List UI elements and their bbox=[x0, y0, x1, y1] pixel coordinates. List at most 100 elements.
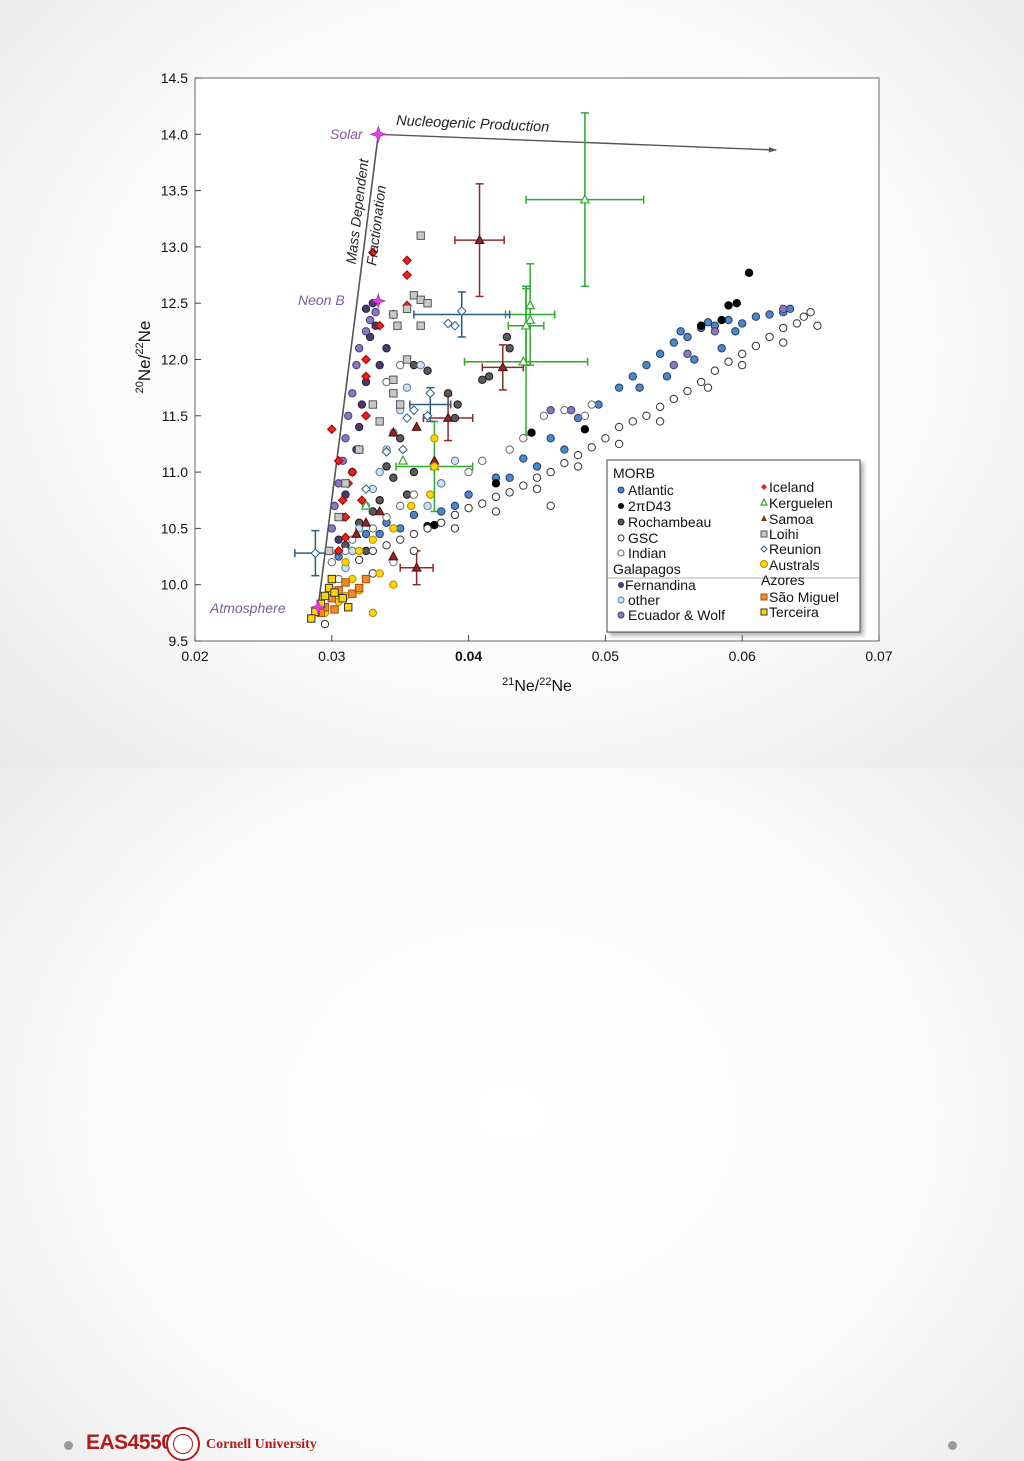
point-s-o-miguel bbox=[348, 589, 357, 598]
point-atlantic bbox=[731, 327, 740, 336]
y-tick-label: 13.0 bbox=[161, 239, 188, 255]
point-iceland bbox=[340, 532, 351, 543]
point-fernandina bbox=[365, 332, 375, 342]
legend-group-morb: MORB bbox=[613, 465, 655, 481]
point-atlantic bbox=[560, 445, 569, 454]
point-ecuador-wolf bbox=[334, 479, 343, 488]
legend-rochambeau-marker bbox=[617, 518, 625, 526]
point-gsc bbox=[587, 443, 596, 452]
point-kerguelen bbox=[520, 319, 532, 330]
point-other bbox=[402, 383, 412, 392]
footer-left-bullet bbox=[64, 1441, 73, 1450]
point-gsc bbox=[491, 507, 501, 516]
point-rochambeau bbox=[402, 490, 412, 499]
point-ecuador-wolf bbox=[365, 315, 375, 325]
point-gsc bbox=[806, 308, 815, 317]
point-indian bbox=[505, 445, 514, 454]
course-code: EAS4550 bbox=[86, 1431, 173, 1454]
point-loihi bbox=[416, 231, 425, 240]
university-name: Cornell University bbox=[206, 1437, 317, 1452]
point-atlantic bbox=[765, 310, 774, 319]
legend-fernandina-marker bbox=[618, 582, 624, 588]
legend-indian: Indian bbox=[628, 545, 666, 561]
point-gsc bbox=[464, 503, 473, 513]
point-iceland bbox=[333, 455, 344, 466]
ne-isotope-chart: 0.02 0.03 0.04 0.05 0.06 0.07 9.5 10.0 10.5 11.0 1… bbox=[134, 70, 893, 695]
point-australs bbox=[389, 524, 398, 533]
point-2-d43 bbox=[430, 520, 439, 530]
point-gsc bbox=[792, 319, 802, 328]
point-gsc bbox=[813, 321, 822, 330]
legend-reunion-marker bbox=[760, 545, 768, 553]
nucleogenic-arrowhead bbox=[768, 147, 777, 153]
point-ecuador-wolf bbox=[669, 360, 678, 370]
point-australs bbox=[430, 434, 439, 443]
point-gsc bbox=[573, 462, 583, 471]
point-terceira bbox=[330, 588, 339, 597]
point-atlantic bbox=[785, 304, 795, 314]
legend-samoa-marker bbox=[761, 515, 767, 521]
y-tick-label: 11.5 bbox=[162, 408, 188, 424]
point-2-d43 bbox=[744, 268, 754, 277]
point-indian bbox=[409, 490, 419, 499]
point-rochambeau bbox=[409, 360, 419, 370]
point-s-o-miguel bbox=[361, 574, 371, 584]
x-tick-label: 0.02 bbox=[181, 648, 208, 664]
y-axis-tail: Ne bbox=[135, 321, 154, 343]
point-loihi bbox=[416, 295, 425, 305]
point-gsc bbox=[751, 341, 761, 351]
point-australs bbox=[406, 501, 416, 511]
point-rochambeau bbox=[505, 344, 514, 353]
point-atlantic bbox=[614, 383, 624, 392]
point-indian bbox=[519, 434, 528, 443]
point-iceland bbox=[361, 410, 371, 421]
point-iceland bbox=[333, 546, 344, 556]
point-terceira bbox=[338, 594, 347, 603]
point-s-o-miguel bbox=[354, 583, 364, 593]
y-tick-label: 12.5 bbox=[161, 295, 188, 311]
point-rochambeau bbox=[484, 372, 494, 381]
legend-other-marker bbox=[617, 596, 625, 604]
point-terceira bbox=[307, 614, 316, 623]
point-atlantic bbox=[669, 338, 678, 347]
point-fernandina bbox=[354, 422, 364, 432]
point-rochambeau bbox=[502, 332, 512, 342]
cornell-seal-icon bbox=[166, 1427, 200, 1461]
point-gsc bbox=[601, 434, 610, 443]
legend-samoa: Samoa bbox=[769, 511, 814, 527]
point-gsc bbox=[779, 338, 788, 347]
point-other bbox=[348, 546, 357, 556]
point-atlantic bbox=[655, 349, 665, 359]
point-gsc bbox=[423, 524, 432, 533]
point-samoa bbox=[374, 505, 385, 516]
point-ecuador-wolf bbox=[327, 524, 336, 533]
point-gsc bbox=[532, 484, 542, 494]
y-tick-label: 12.0 bbox=[161, 352, 188, 368]
point-loihi bbox=[341, 479, 350, 488]
x-axis-tail: Ne bbox=[551, 678, 572, 695]
point-atlantic bbox=[738, 319, 747, 328]
point-gsc bbox=[409, 529, 419, 539]
point-reunion bbox=[425, 388, 436, 399]
point-loihi bbox=[389, 310, 398, 319]
point-rochambeau bbox=[382, 462, 391, 471]
point-kerguelen bbox=[360, 500, 372, 510]
point-other bbox=[450, 456, 460, 466]
legend-group-azores: Azores bbox=[761, 572, 805, 588]
legend-fernandina: Fernandina bbox=[625, 577, 696, 593]
point-australs bbox=[430, 462, 439, 471]
atmosphere-label: Atmosphere bbox=[209, 600, 286, 616]
point-atlantic bbox=[532, 462, 542, 471]
point-samoa bbox=[351, 528, 362, 538]
point-terceira bbox=[344, 603, 353, 612]
point-iceland bbox=[367, 247, 378, 258]
point-fernandina bbox=[361, 304, 371, 314]
point-atlantic bbox=[396, 524, 405, 533]
point-terceira bbox=[327, 574, 337, 584]
point-indian bbox=[327, 557, 336, 567]
x-tick-label: 0.04 bbox=[455, 648, 482, 664]
reference-points bbox=[310, 125, 388, 616]
point-2-d43 bbox=[527, 428, 536, 437]
point-indian bbox=[396, 501, 405, 511]
point-kerguelen bbox=[524, 314, 536, 324]
